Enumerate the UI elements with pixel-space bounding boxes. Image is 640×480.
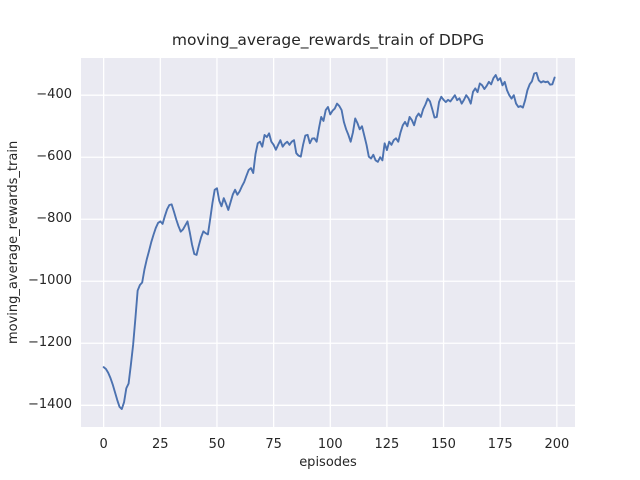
y-tick-label: −1000 — [28, 273, 72, 289]
y-tick-label: −1400 — [28, 397, 72, 413]
y-tick-label: −1200 — [28, 335, 72, 351]
x-tick-label: 175 — [487, 437, 513, 452]
line-plot-canvas — [81, 58, 575, 427]
plot-background — [81, 58, 575, 427]
y-tick-label: −600 — [36, 149, 72, 165]
data-line-moving_average_rewards_train — [102, 71, 556, 410]
x-tick-label: 125 — [374, 437, 400, 452]
y-tick-label: −400 — [36, 87, 72, 103]
x-axis-label: episodes — [299, 455, 357, 470]
x-tick-label: 50 — [208, 437, 226, 452]
x-tick-label: 100 — [317, 437, 343, 452]
x-tick-label: 200 — [544, 437, 570, 452]
chart-title: moving_average_rewards_train of DDPG — [171, 31, 485, 49]
y-axis-label: moving_average_rewards_train — [6, 140, 21, 345]
x-tick-label: 0 — [99, 437, 108, 452]
x-tick-label: 150 — [431, 437, 456, 452]
x-tick-label: 75 — [265, 437, 282, 452]
y-tick-label: −800 — [36, 211, 72, 227]
plot-area — [81, 58, 575, 427]
x-tick-label: 25 — [152, 437, 169, 452]
